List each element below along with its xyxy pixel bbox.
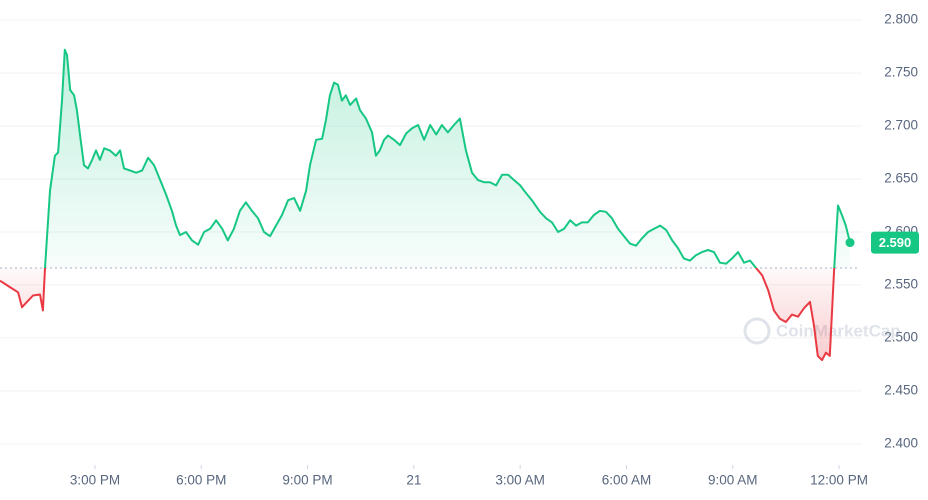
- price-line-up: [43, 48, 851, 268]
- y-tick-label: 2.650: [884, 171, 918, 186]
- y-tick-label: 2.700: [884, 118, 918, 133]
- watermark-text: CoinMarketCap: [776, 321, 901, 340]
- watermark-logo: [743, 317, 771, 345]
- y-tick-label: 2.500: [884, 329, 918, 344]
- y-tick-label: 2.750: [884, 65, 918, 80]
- x-tick-label: 3:00 PM: [70, 473, 120, 488]
- y-tick-label: 2.550: [884, 276, 918, 291]
- x-tick-label: 3:00 AM: [495, 473, 545, 488]
- y-tick-label: 2.450: [884, 382, 918, 397]
- price-tag: [871, 231, 919, 254]
- area-up: [0, 49, 850, 268]
- x-tick-label: 21: [406, 473, 421, 488]
- y-tick-label: 2.800: [884, 12, 918, 27]
- watermark: CoinMarketCap: [743, 317, 901, 345]
- x-tick-label: 9:00 AM: [708, 473, 758, 488]
- last-point: [845, 238, 855, 248]
- x-tick-label: 12:00 PM: [810, 473, 868, 488]
- price-tag-label: 2.590: [879, 235, 912, 250]
- x-tick-label: 6:00 PM: [176, 473, 226, 488]
- y-tick-label: 2.400: [884, 435, 918, 450]
- x-tick-label: 6:00 AM: [602, 473, 652, 488]
- x-tick-label: 9:00 PM: [282, 473, 332, 488]
